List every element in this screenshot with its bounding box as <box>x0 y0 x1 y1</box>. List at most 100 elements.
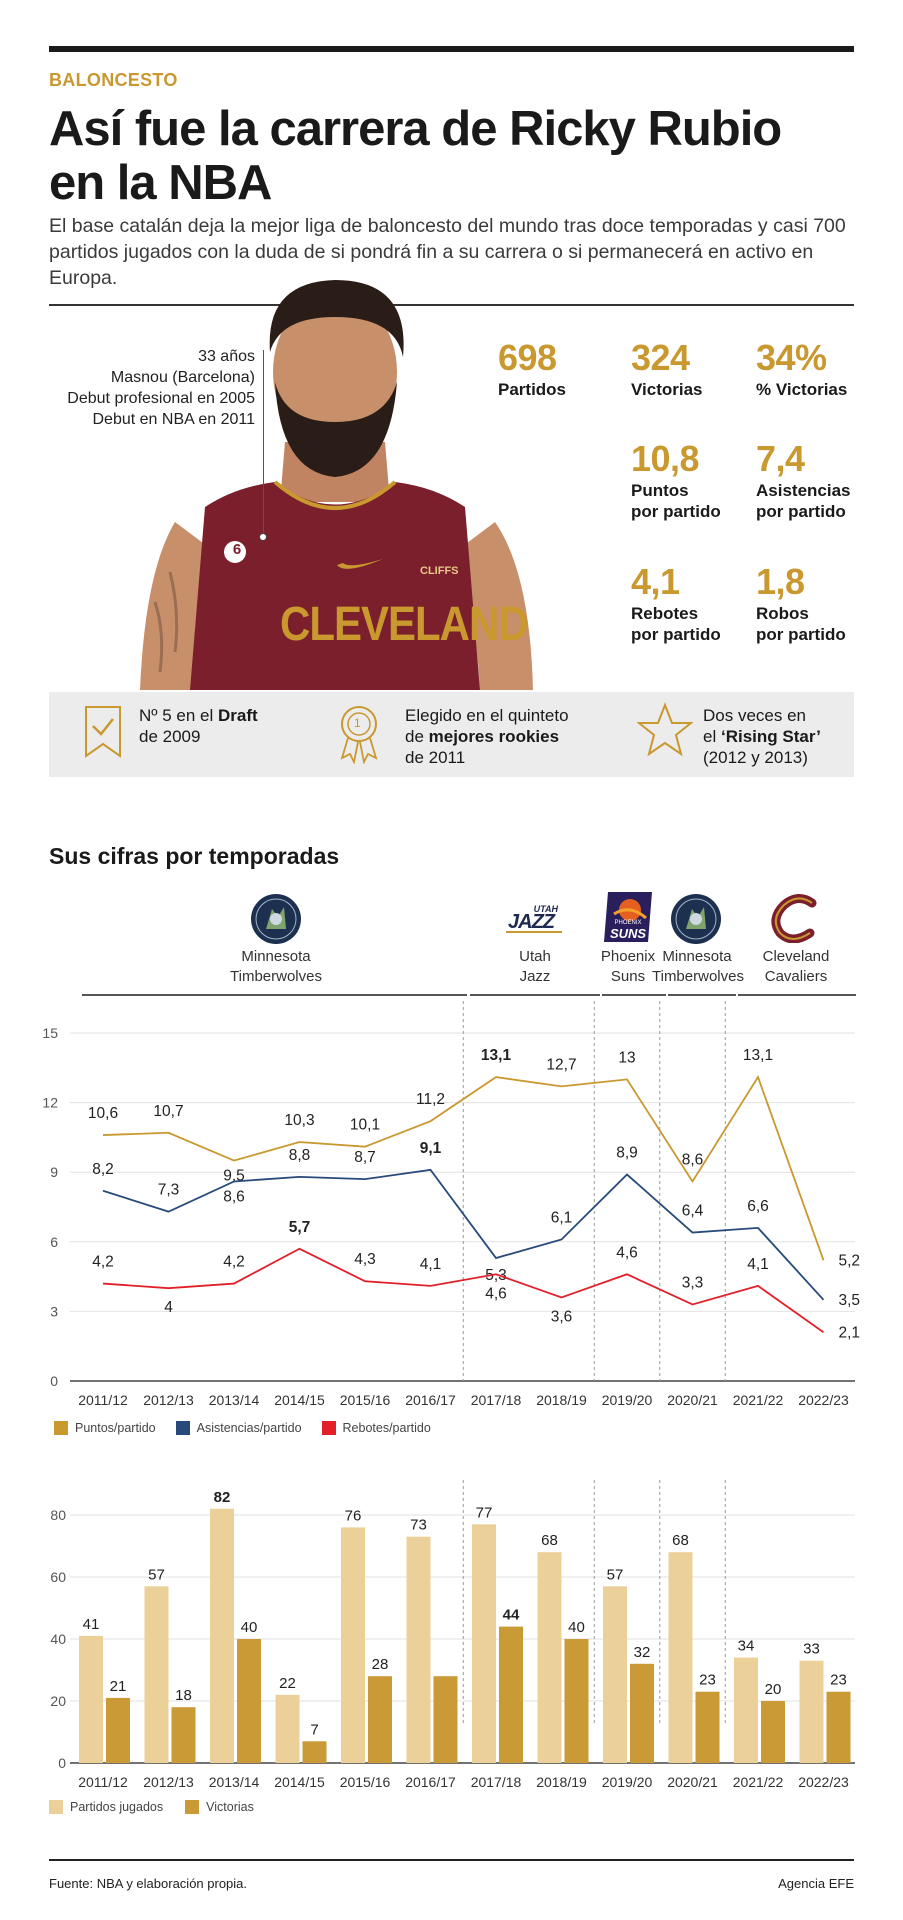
stat-victorias: 324 Victorias <box>631 337 703 400</box>
team-label-timberwolves-1: Minnesota Timberwolves <box>230 948 322 985</box>
medal-number: 1 <box>354 716 361 730</box>
stat-robos: 1,8 Robos por partido <box>756 561 846 645</box>
source-note: Fuente: NBA y elaboración propia. <box>49 1876 248 1891</box>
bar-x-tick-label: 2014/15 <box>274 1774 325 1790</box>
line-data-label: 4,2 <box>92 1254 114 1271</box>
line-data-label: 6,1 <box>551 1209 573 1226</box>
line-data-label: 6,6 <box>747 1198 769 1215</box>
bar-data-label: 40 <box>241 1619 258 1636</box>
line-x-tick-label: 2015/16 <box>340 1392 391 1408</box>
bar-x-tick-label: 2013/14 <box>209 1774 260 1790</box>
bar-partidos <box>537 1552 562 1763</box>
bar-data-label: 21 <box>110 1678 127 1695</box>
line-data-label: 4,2 <box>223 1254 245 1271</box>
stat-asistencias: 7,4 Asistencias por partido <box>756 438 851 522</box>
team-span-cavaliers <box>738 994 856 996</box>
line-series-1 <box>102 1168 825 1301</box>
bar-x-tick-label: 2012/13 <box>143 1774 194 1790</box>
team-label-timberwolves-2: Minnesota Timberwolves <box>652 948 744 985</box>
legend-swatch-puntos <box>54 1421 68 1435</box>
line-series-2 <box>102 1247 825 1334</box>
line-chart: 0 3 6 9 12 15 2011/12 2012/13 2013/14 2014/15 2015… <box>42 1000 861 1408</box>
line-data-label: 8,8 <box>289 1147 311 1164</box>
top-rule <box>49 46 854 52</box>
bar-victorias <box>171 1707 196 1763</box>
line-x-tick-label: 2017/18 <box>471 1392 522 1408</box>
award-rookies: Elegido en el quinteto de mejores rookie… <box>405 706 569 767</box>
line-data-label: 13,1 <box>481 1047 512 1064</box>
bar-data-label: 77 <box>476 1504 493 1521</box>
stat-pct-victorias: 34% % Victorias <box>756 337 848 400</box>
line-data-label: 4,1 <box>747 1256 769 1273</box>
bar-chart: 0 20 40 60 80 41 21 2011/12 57 18 2012/13 82 40 2013/… <box>50 1480 855 1790</box>
bar-victorias <box>564 1639 589 1763</box>
bar-victorias <box>499 1626 523 1763</box>
bar-data-label: 68 <box>541 1532 558 1549</box>
legend-swatch-asistencias <box>175 1421 190 1435</box>
line-data-label: 10,1 <box>350 1117 380 1134</box>
checkmark-ribbon-icon <box>85 706 121 758</box>
bar-data-label: 23 <box>699 1672 716 1689</box>
jersey-sponsor: CLIFFS <box>420 565 459 577</box>
bar-x-tick-label: 2018/19 <box>536 1774 587 1790</box>
bar-data-label: 23 <box>830 1672 847 1689</box>
bar-x-tick-label: 2021/22 <box>733 1774 784 1790</box>
bar-data-label: 33 <box>803 1641 820 1658</box>
awards-strip: Nº 5 en el Draft de 2009 1 Elegido en el… <box>49 692 854 777</box>
bio-pointer-dot <box>259 533 267 541</box>
medal-icon <box>340 706 378 764</box>
bio-pro-debut: Debut profesional en 2005 <box>67 390 255 407</box>
team-span-timberwolves-2 <box>668 994 736 996</box>
star-icon <box>637 702 693 757</box>
legend-swatch-partidos <box>49 1800 63 1814</box>
bar-data-label: 40 <box>568 1619 585 1636</box>
bar-x-tick-label: 2022/23 <box>798 1774 849 1790</box>
bar-legend: Partidos jugados Victorias <box>49 1800 254 1814</box>
bar-x-tick-label: 2011/12 <box>78 1774 128 1790</box>
bar-data-label: 20 <box>765 1681 782 1698</box>
line-data-label: 10,7 <box>153 1103 183 1120</box>
legend-swatch-rebotes <box>321 1421 336 1435</box>
bar-data-label: 28 <box>372 1656 389 1673</box>
jersey-team-name: CLEVELAND <box>280 596 529 651</box>
line-data-label: 4 <box>164 1299 173 1316</box>
bar-data-label: 57 <box>607 1566 624 1583</box>
bar-victorias <box>302 1741 327 1763</box>
bar-y-tick-label: 60 <box>50 1569 66 1585</box>
bar-partidos <box>275 1694 300 1763</box>
bar-data-label: 41 <box>83 1616 100 1633</box>
team-span-timberwolves-1 <box>82 994 467 996</box>
bar-partidos <box>406 1536 431 1763</box>
bar-victorias <box>761 1701 785 1763</box>
footer-rule <box>49 1859 854 1861</box>
page-subtitle: El base catalán deja la mejor liga de ba… <box>49 215 846 289</box>
team-label-jazz: Utah Jazz <box>519 948 551 985</box>
line-data-label: 8,6 <box>223 1188 245 1205</box>
bar-data-label: 68 <box>672 1532 689 1549</box>
line-x-tick-label: 2021/22 <box>733 1392 784 1408</box>
line-data-label: 8,7 <box>354 1149 376 1166</box>
bar-y-tick-label: 80 <box>50 1507 66 1523</box>
line-data-label: 9,1 <box>420 1140 442 1157</box>
line-data-label: 3,5 <box>839 1292 861 1309</box>
line-data-label: 3,3 <box>682 1274 704 1291</box>
team-label-cavaliers: Cleveland Cavaliers <box>762 948 830 985</box>
line-data-label: 6,4 <box>682 1203 704 1220</box>
bar-victorias <box>237 1639 261 1763</box>
bar-victorias <box>433 1676 458 1763</box>
bar-partidos <box>79 1635 103 1763</box>
line-x-tick-label: 2013/14 <box>209 1392 260 1408</box>
swoosh-icon <box>337 559 383 569</box>
bio-pointer-line <box>263 350 264 537</box>
suns-logo-icon <box>604 892 652 942</box>
line-data-label: 8,6 <box>682 1151 704 1168</box>
team-label-suns: Phoenix Suns <box>600 948 656 985</box>
bar-data-label: 44 <box>503 1607 520 1624</box>
bar-y-tick-label: 40 <box>50 1631 66 1647</box>
line-data-label: 11,2 <box>416 1091 445 1108</box>
agency-credit: Agencia EFE <box>778 1876 854 1891</box>
line-y-tick-label: 6 <box>50 1234 58 1250</box>
line-data-label: 4,1 <box>420 1256 442 1273</box>
line-data-label: 2,1 <box>839 1324 861 1341</box>
bar-partidos <box>799 1660 824 1763</box>
